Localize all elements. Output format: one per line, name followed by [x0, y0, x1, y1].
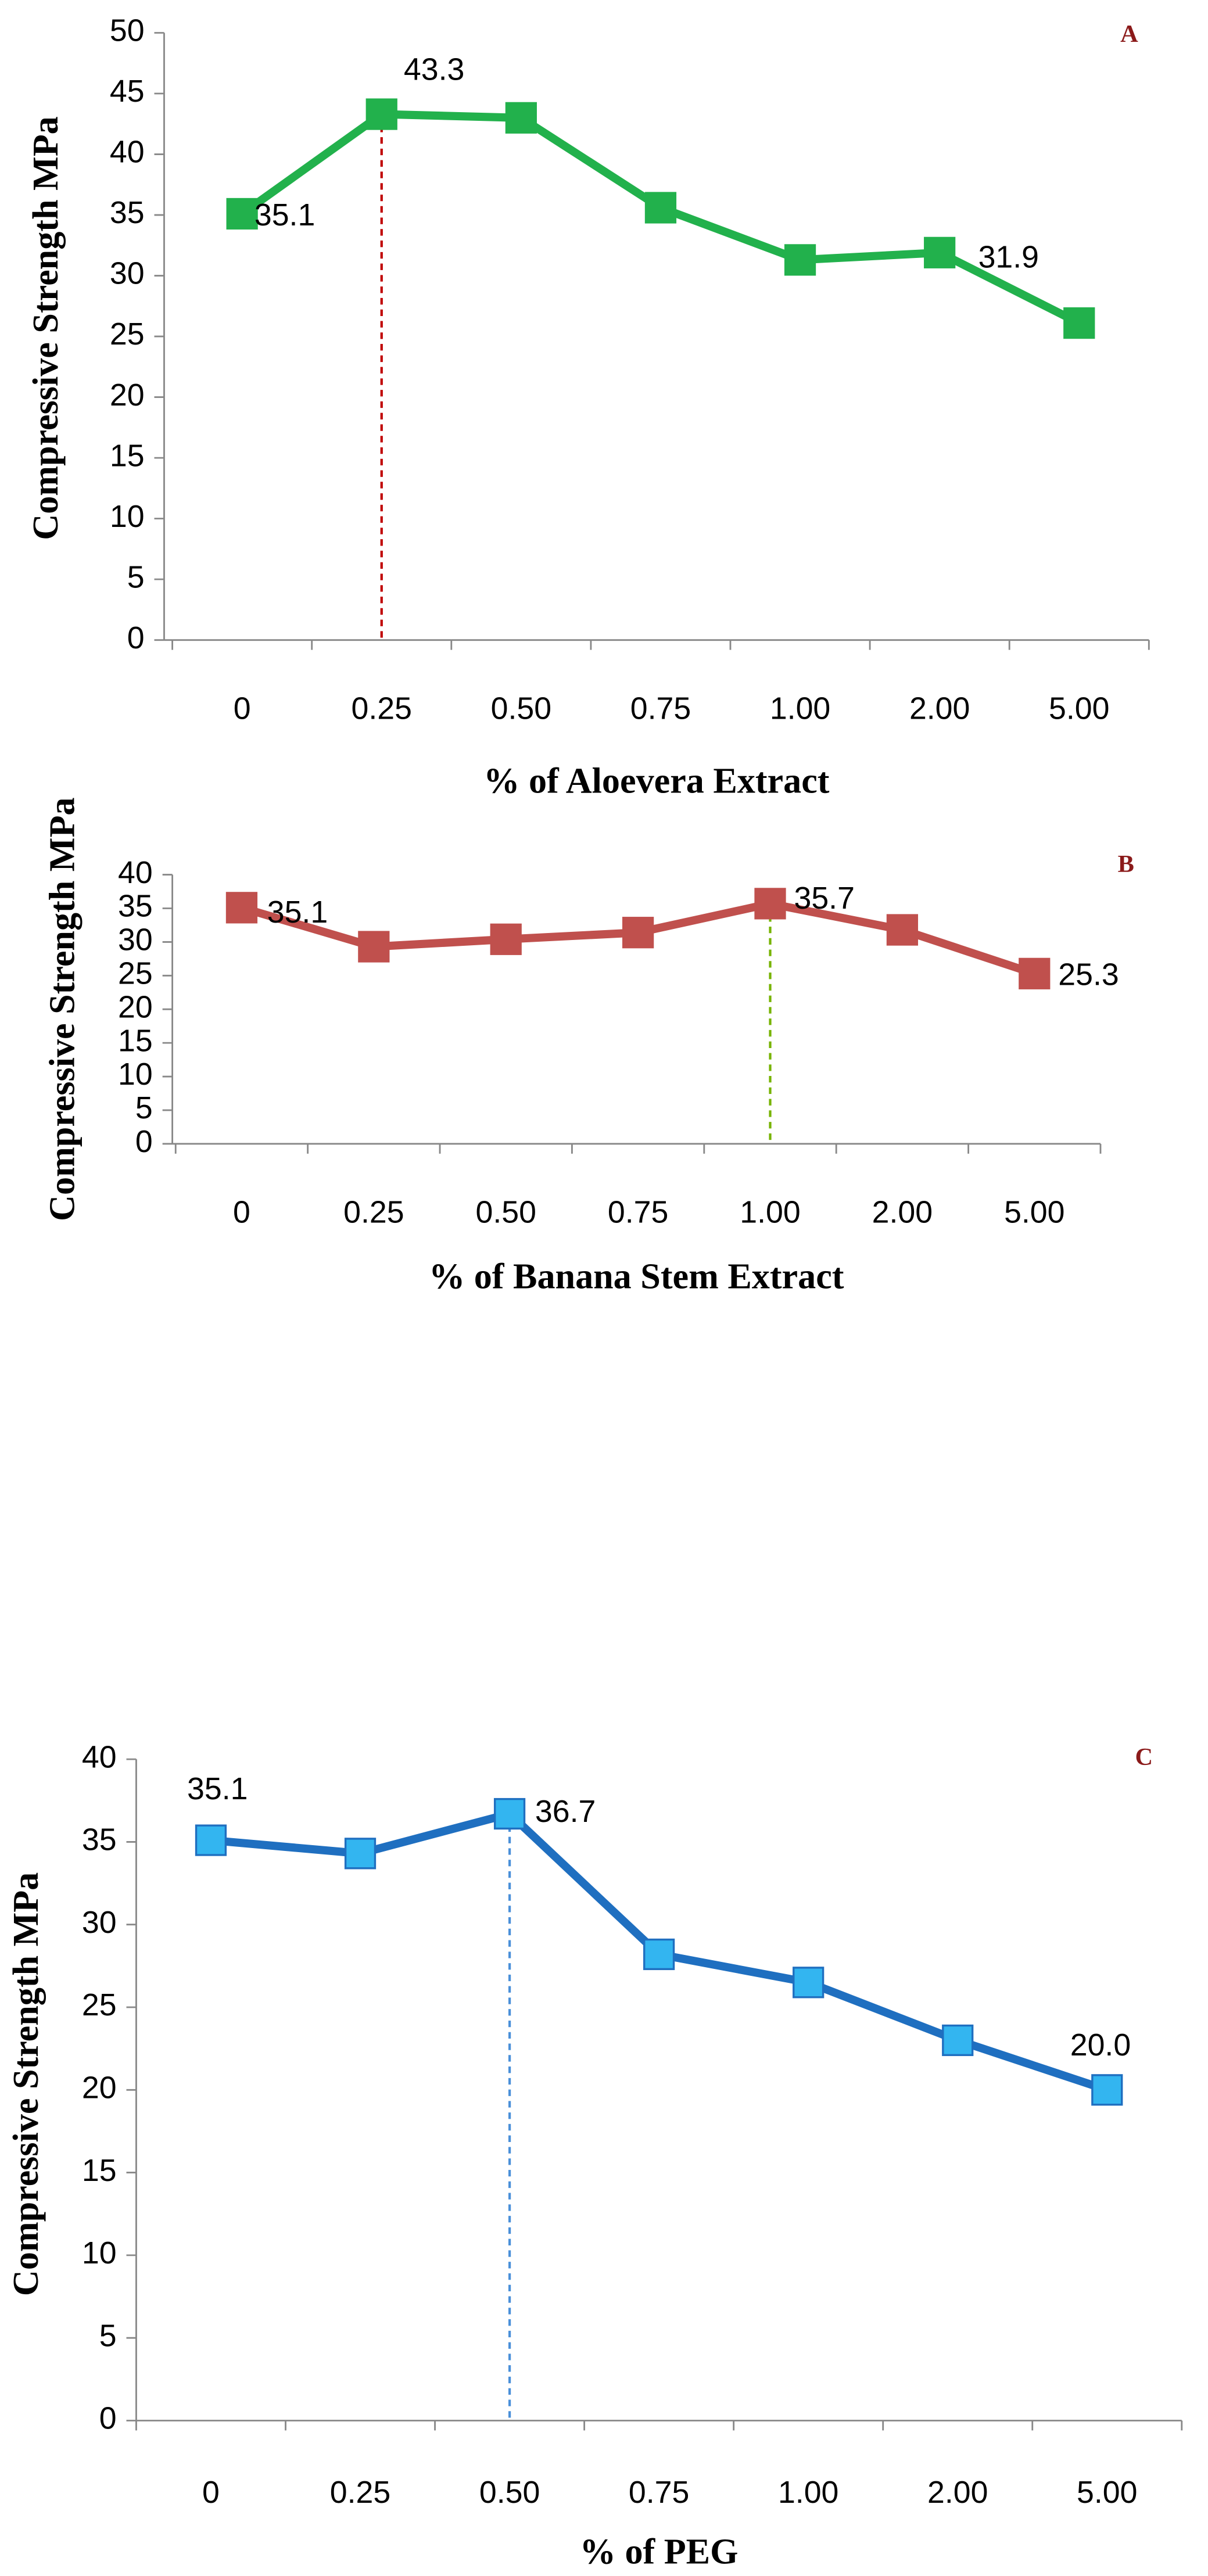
- marker: [886, 914, 919, 946]
- y-tick-label: 30: [118, 923, 153, 957]
- marker: [643, 1938, 675, 1971]
- y-tick-label: 45: [110, 74, 145, 109]
- x-tick-label: 0.50: [476, 1194, 536, 1229]
- y-tick-label: 50: [110, 13, 145, 48]
- y-tick-label: 0: [135, 1124, 153, 1159]
- marker: [793, 1967, 825, 1999]
- marker: [1063, 307, 1095, 339]
- x-tick-label: 1.00: [770, 691, 830, 726]
- y-axis-title: Compressive Strength MPa: [6, 1872, 46, 2296]
- marker: [942, 2024, 974, 2057]
- marker: [505, 102, 537, 134]
- x-tick-label: 0.25: [343, 1194, 404, 1229]
- x-tick-label: 0: [234, 691, 251, 726]
- marker: [195, 1824, 227, 1856]
- marker: [226, 198, 258, 230]
- data-label: 36.7: [535, 1794, 596, 1829]
- y-tick-label: 35: [82, 1822, 117, 1857]
- marker: [644, 192, 677, 224]
- data-label: 35.1: [187, 1771, 248, 1806]
- x-axis-title: % of PEG: [580, 2532, 739, 2571]
- x-tick-label: 0.50: [479, 2475, 540, 2510]
- x-tick-label: 5.00: [1049, 691, 1109, 726]
- data-label: 35.1: [267, 895, 328, 930]
- data-label: 31.9: [978, 239, 1039, 274]
- x-tick-label: 2.00: [909, 691, 970, 726]
- y-axis-title: Compressive Strength MPa: [42, 798, 82, 1221]
- x-tick-label: 2.00: [927, 2475, 988, 2510]
- marker: [344, 1838, 377, 1870]
- x-axis-title: % of Aloevera Extract: [483, 761, 829, 801]
- y-tick-label: 5: [135, 1090, 153, 1125]
- marker: [622, 917, 654, 949]
- y-tick-label: 0: [127, 620, 145, 655]
- chart-panel: 0 5 10 15 20 25 30 35 40 45 50 0 0.25 0.50 0.75 1.00 2.0…: [26, 13, 1150, 801]
- y-tick-label: 25: [82, 1987, 117, 2022]
- marker: [225, 892, 258, 924]
- marker: [754, 888, 786, 920]
- panel-letter: C: [1135, 1743, 1153, 1771]
- x-tick-label: 2.00: [872, 1194, 933, 1229]
- y-tick-label: 20: [82, 2070, 117, 2105]
- data-label: 20.0: [1070, 2028, 1131, 2062]
- y-tick-label: 30: [110, 256, 145, 291]
- x-tick-label: 5.00: [1004, 1194, 1064, 1229]
- data-label: 43.3: [404, 52, 464, 87]
- y-tick-label: 30: [82, 1905, 117, 1940]
- data-label: 35.1: [254, 198, 315, 232]
- marker: [358, 931, 390, 963]
- x-axis-title: % of Banana Stem Extract: [429, 1257, 844, 1297]
- y-tick-label: 5: [99, 2318, 117, 2353]
- y-tick-label: 10: [110, 499, 145, 534]
- x-tick-label: 1.00: [778, 2475, 838, 2510]
- y-tick-label: 25: [110, 317, 145, 351]
- y-tick-label: 40: [118, 855, 153, 890]
- data-label: 35.7: [794, 881, 855, 916]
- y-tick-label: 10: [82, 2236, 117, 2270]
- y-tick-label: 25: [118, 956, 153, 991]
- chart-panel: 0 5 10 15 20 25 30 35 40 0 0.25 0.50 0.75 1.00 2.00 5.0…: [6, 1739, 1183, 2571]
- marker: [784, 244, 816, 276]
- x-tick-label: 0.50: [491, 691, 551, 726]
- x-tick-label: 0.75: [630, 691, 691, 726]
- y-tick-label: 5: [127, 559, 145, 594]
- marker: [365, 98, 397, 130]
- marker: [493, 1798, 526, 1830]
- marker: [924, 236, 956, 268]
- y-tick-label: 20: [110, 378, 145, 412]
- panel-letter: B: [1118, 851, 1134, 878]
- x-tick-label: 5.00: [1077, 2475, 1137, 2510]
- y-tick-label: 20: [118, 989, 153, 1024]
- y-tick-label: 15: [118, 1023, 153, 1058]
- x-tick-label: 0.25: [330, 2475, 390, 2510]
- y-tick-label: 0: [99, 2401, 117, 2436]
- y-tick-label: 10: [118, 1057, 153, 1092]
- y-tick-label: 15: [110, 438, 145, 473]
- x-tick-label: 1.00: [740, 1194, 800, 1229]
- x-tick-label: 0.75: [629, 2475, 689, 2510]
- y-tick-label: 35: [110, 195, 145, 230]
- x-tick-label: 0: [202, 2475, 220, 2510]
- y-tick-label: 40: [110, 135, 145, 170]
- y-tick-label: 40: [82, 1739, 117, 1774]
- data-label: 25.3: [1058, 957, 1119, 992]
- x-tick-label: 0.25: [352, 691, 412, 726]
- x-tick-label: 0: [233, 1194, 250, 1229]
- marker: [1019, 957, 1051, 989]
- y-tick-label: 35: [118, 889, 153, 924]
- panel-letter: A: [1120, 20, 1138, 48]
- y-tick-label: 15: [82, 2153, 117, 2188]
- x-tick-label: 0.75: [608, 1194, 668, 1229]
- y-axis-title: Compressive Strength MPa: [26, 116, 66, 540]
- marker: [490, 923, 522, 955]
- marker: [1091, 2074, 1123, 2106]
